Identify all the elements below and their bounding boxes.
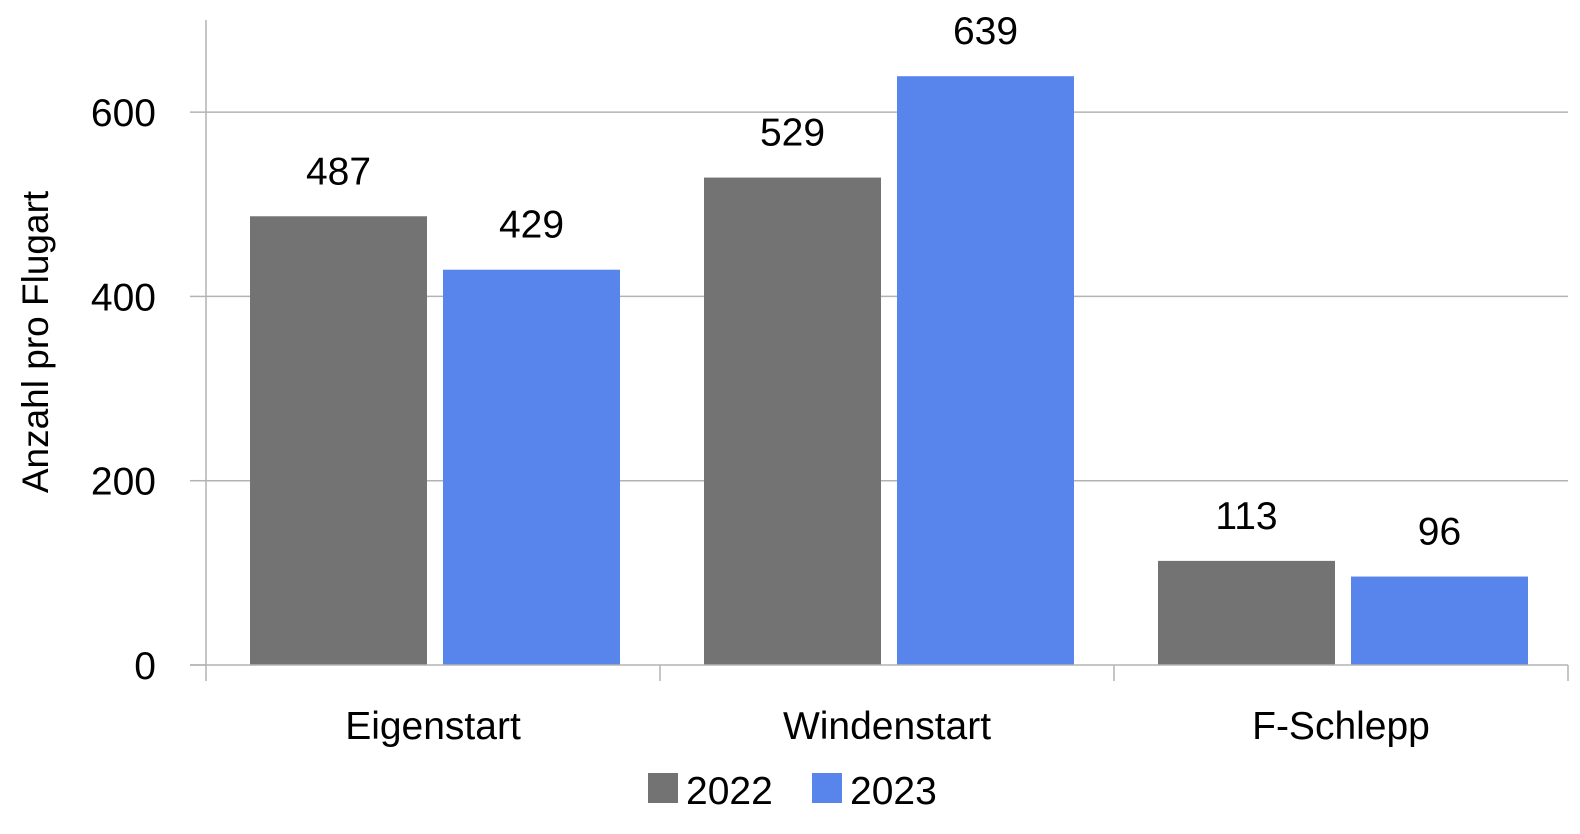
bar-2022-eigenstart: [250, 216, 427, 665]
axes: 0 200 400 600 Eigenstart Windenstart F-Schlepp: [91, 20, 1569, 748]
data-label: 639: [953, 10, 1018, 53]
data-label: 487: [306, 150, 371, 193]
bar-2023-f-schlepp: [1351, 576, 1528, 665]
legend-label: 2023: [850, 770, 937, 813]
data-labels: 487 429 529 639 113 96: [306, 10, 1461, 553]
legend-label: 2022: [686, 770, 773, 813]
legend-swatch-2022: [648, 773, 678, 803]
y-tick-label: 600: [91, 92, 156, 135]
legend-swatch-2023: [812, 773, 842, 803]
bar-2023-eigenstart: [443, 269, 620, 665]
bar-2022-f-schlepp: [1158, 560, 1335, 665]
bar-2023-windenstart: [897, 76, 1074, 665]
bar-2022-windenstart: [704, 177, 881, 666]
data-label: 96: [1418, 511, 1461, 554]
bars: [250, 76, 1528, 666]
data-label: 113: [1215, 495, 1277, 538]
y-tick-label: 0: [134, 645, 156, 688]
data-label: 529: [760, 112, 825, 155]
data-label: 429: [499, 204, 564, 247]
x-tick-label: Eigenstart: [345, 705, 521, 748]
y-tick-label: 200: [91, 461, 156, 504]
y-axis-label: Anzahl pro Flugart: [15, 190, 56, 493]
x-tick-label: Windenstart: [783, 705, 991, 748]
x-tick-label: F-Schlepp: [1252, 705, 1430, 748]
y-tick-label: 400: [91, 276, 156, 319]
legend: 2022 2023: [648, 770, 937, 813]
gridlines: [206, 111, 1568, 482]
